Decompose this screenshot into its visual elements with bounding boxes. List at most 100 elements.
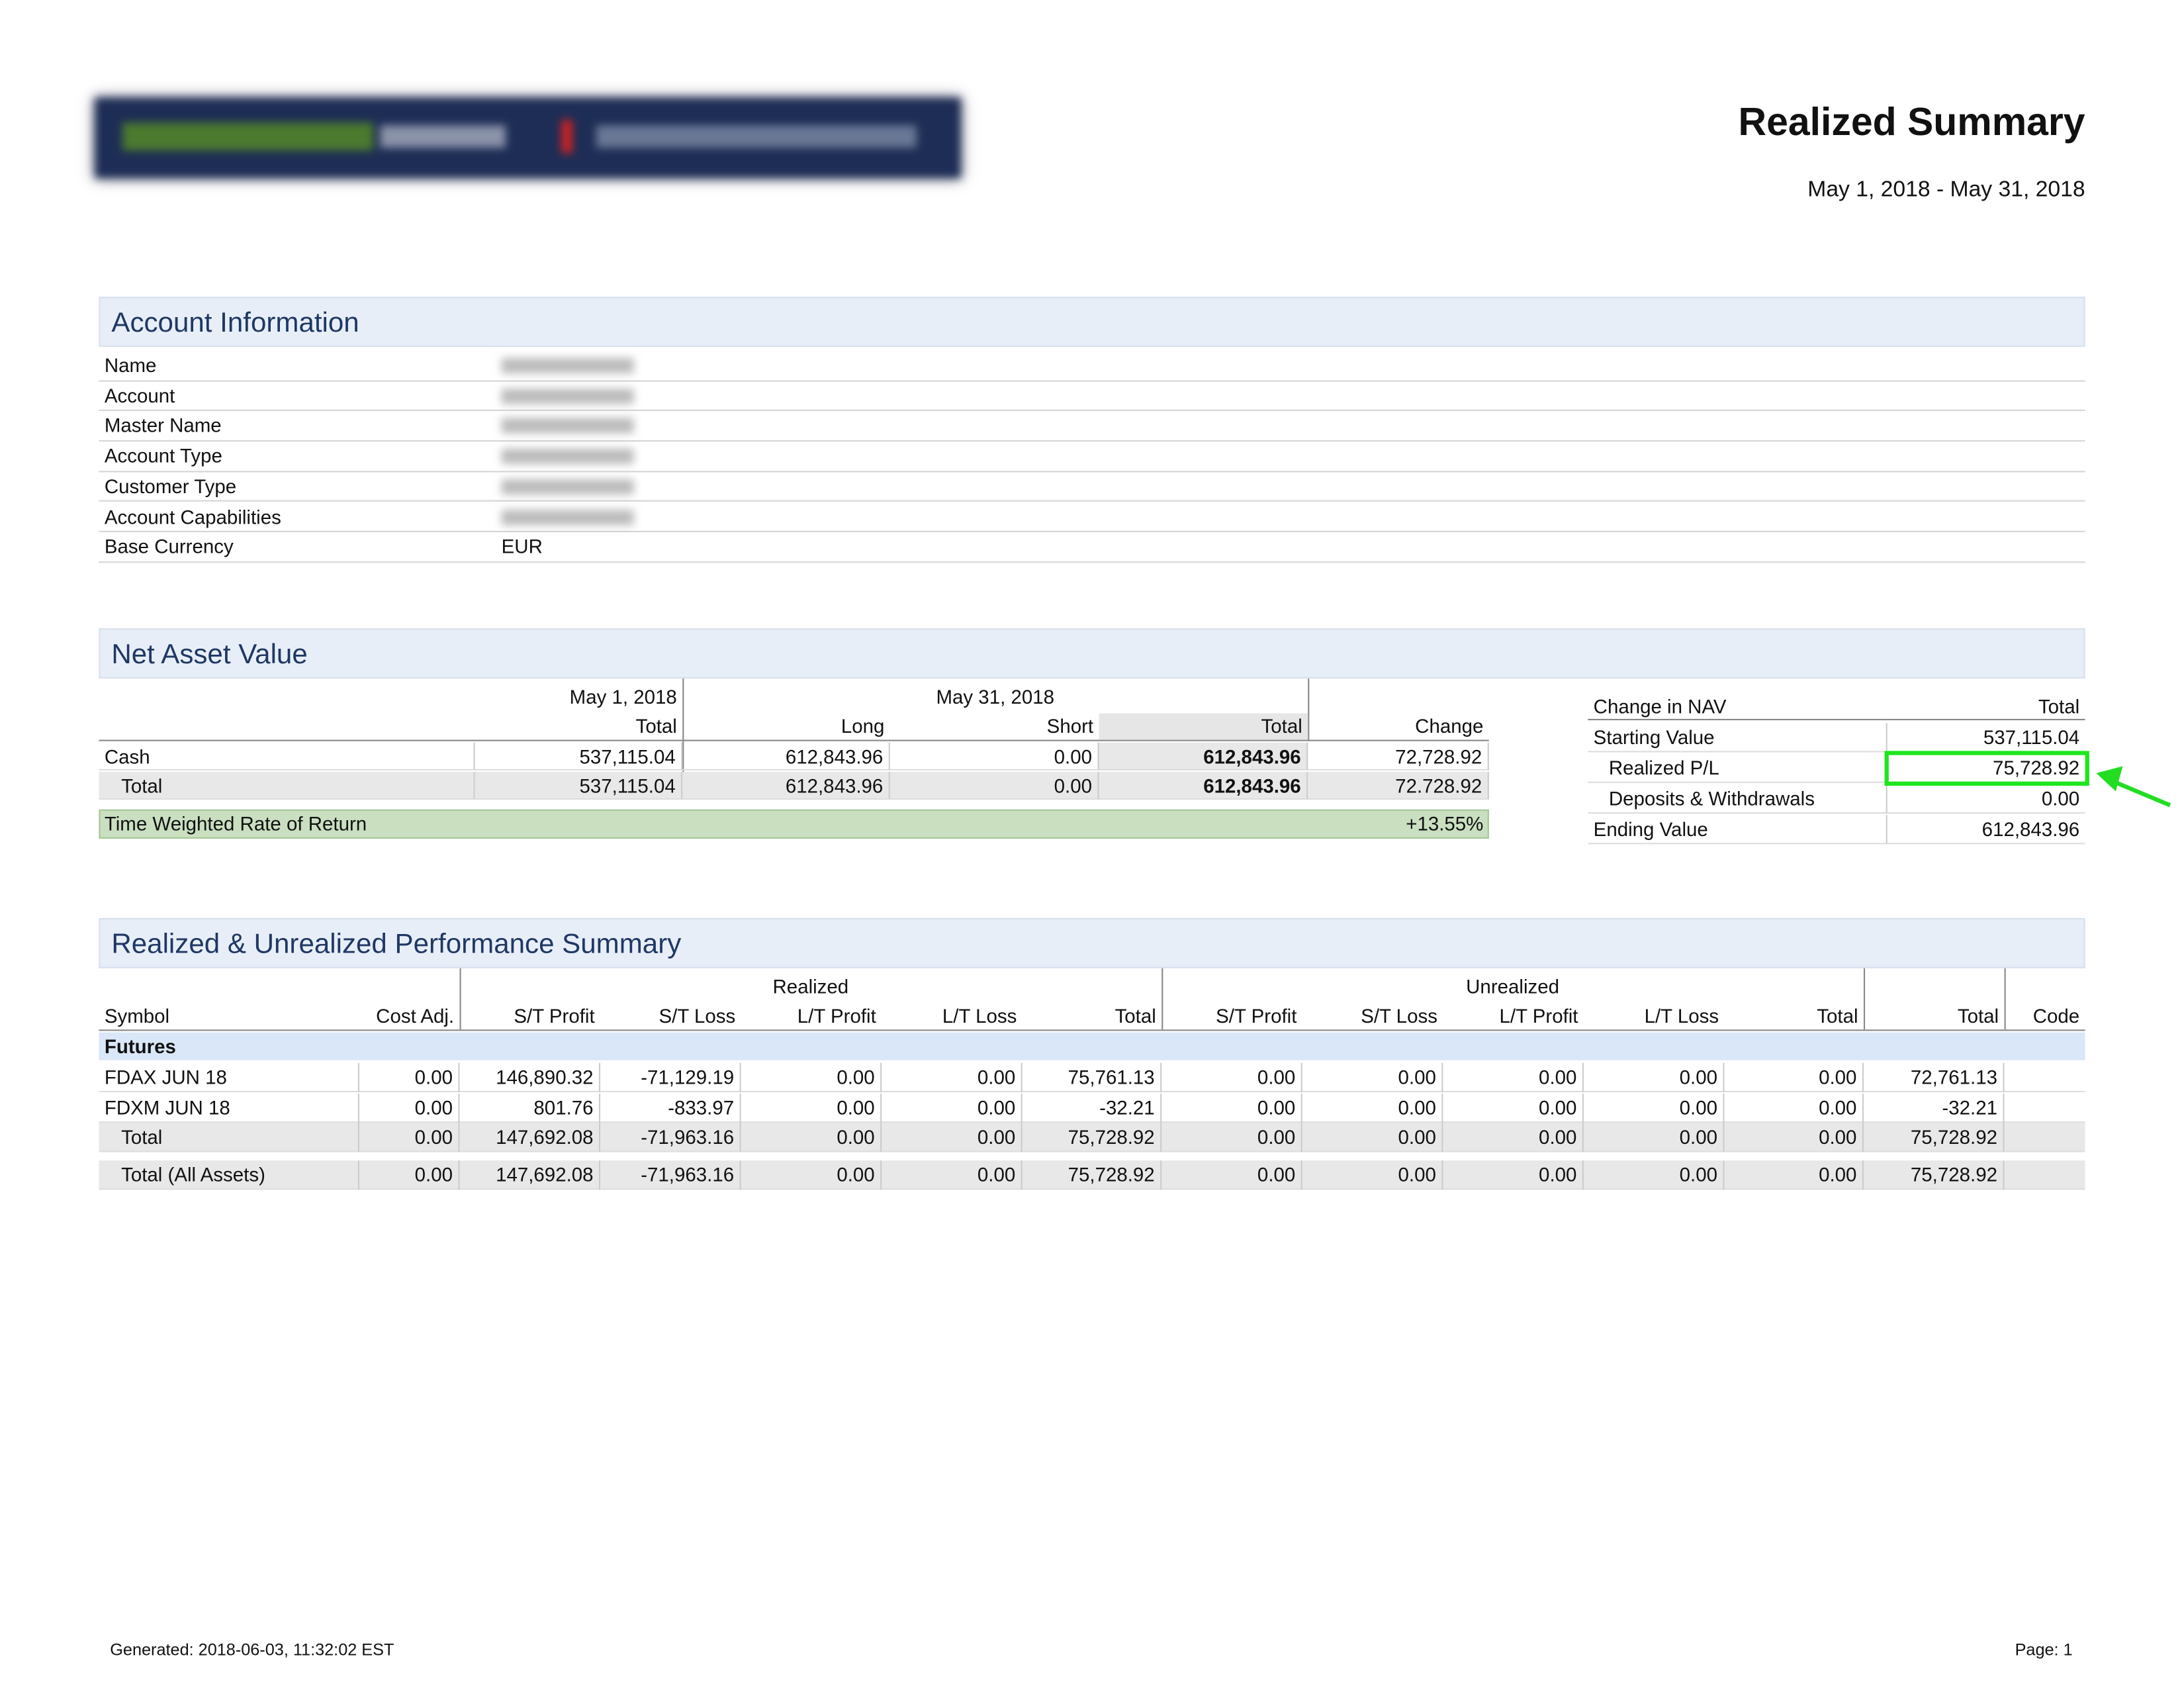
cell: 0.00 — [741, 1062, 882, 1093]
section-row: Futures — [99, 1032, 2085, 1060]
cell: 612,843.96 — [1886, 815, 2085, 845]
cell: 147,692.08 — [460, 1160, 601, 1190]
logo-blob — [122, 122, 374, 151]
cell: 0.00 — [359, 1160, 460, 1190]
twr-label: Time Weighted Rate of Return — [104, 812, 367, 835]
row-label: Deposits & Withdrawals — [1588, 784, 1886, 814]
cell: 0.00 — [889, 742, 1099, 771]
field-label: Base Currency — [99, 532, 496, 563]
cell: 0.00 — [741, 1123, 882, 1152]
cell: 0.00 — [1724, 1123, 1864, 1152]
column-header: L/T Loss — [1644, 1004, 1719, 1027]
redacted — [501, 509, 634, 525]
cell: 0.00 — [1886, 784, 2085, 814]
divider — [459, 968, 461, 1030]
column-header: Code — [2032, 1004, 2080, 1027]
row-label: FDAX JUN 18 — [99, 1062, 359, 1093]
cell: -32.21 — [1864, 1094, 2005, 1123]
column-header: Symbol — [104, 1004, 170, 1027]
cell: 0.00 — [1724, 1062, 1864, 1093]
cell: 0.00 — [1161, 1094, 1302, 1123]
logo-blob — [561, 119, 572, 154]
divider — [1863, 968, 1866, 1030]
column-header: Total — [635, 714, 677, 737]
field-label: Account Capabilities — [99, 502, 496, 533]
column-header: Long — [841, 714, 885, 737]
column-group: May 31, 2018 — [936, 685, 1055, 708]
arrow — [2096, 766, 2171, 808]
page-number: Page: 1 — [2015, 1640, 2073, 1660]
field-value-cell — [496, 412, 2085, 442]
column-header: Change — [1415, 714, 1484, 737]
cell: 75,761.13 — [1023, 1062, 1162, 1093]
cell: 75,728.92 — [1023, 1160, 1162, 1190]
field-label: Name — [99, 351, 496, 382]
row-label: Realized P/L — [1588, 754, 1886, 783]
report-period: May 1, 2018 - May 31, 2018 — [1807, 178, 2085, 203]
cell: 0.00 — [1161, 1123, 1302, 1152]
redacted — [501, 357, 634, 374]
redacted — [501, 479, 634, 494]
field-label: Account Type — [99, 442, 496, 472]
twr-value: +13.55% — [1406, 812, 1484, 835]
row-bg — [99, 1063, 2085, 1093]
cell: -71,963.16 — [600, 1123, 741, 1152]
column-header: L/T Profit — [797, 1004, 876, 1027]
cell: -71,963.16 — [600, 1160, 741, 1190]
column-group: May 1, 2018 — [569, 685, 677, 708]
row-bg — [99, 1160, 2085, 1190]
cell: 537,115.04 — [475, 771, 683, 800]
cell: 0.00 — [1443, 1094, 1584, 1123]
cell: 0.00 — [1443, 1160, 1584, 1190]
cell: 0.00 — [1161, 1062, 1302, 1093]
logo-blob — [596, 125, 917, 148]
cell: 0.00 — [1443, 1062, 1584, 1093]
column-group: Realized — [772, 975, 849, 998]
cell: 147,692.08 — [460, 1123, 601, 1152]
cell: 75,728.92 — [1864, 1123, 2005, 1152]
row-bg — [99, 1123, 2085, 1152]
row-label: Starting Value — [1588, 723, 1886, 753]
row-label: Cash — [99, 742, 475, 771]
column-header: L/T Loss — [942, 1004, 1017, 1027]
divider — [1308, 678, 1310, 740]
cell: 0.00 — [1302, 1094, 1443, 1123]
column-header: S/T Loss — [1361, 1004, 1437, 1027]
report-title: Realized Summary — [1738, 100, 2085, 144]
row-label: Total — [99, 771, 475, 800]
redacted — [501, 448, 634, 465]
column-header: Change in NAV — [1588, 694, 1886, 721]
cell: 0.00 — [1724, 1094, 1864, 1123]
cell: 0.00 — [1443, 1123, 1584, 1152]
cell: 0.00 — [359, 1062, 460, 1093]
code-cell — [2005, 1063, 2085, 1092]
cell: 72.728.92 — [1308, 771, 1489, 800]
redacted — [501, 418, 634, 434]
cell: 75,728.92 — [1023, 1123, 1162, 1152]
code-cell — [2005, 1160, 2085, 1190]
column-header: Total — [1099, 713, 1308, 740]
cell: 0.00 — [1584, 1123, 1725, 1152]
field-value-cell — [496, 381, 2085, 412]
cell: 612,843.96 — [682, 742, 890, 771]
row-label: Total — [99, 1123, 359, 1152]
cell: 0.00 — [889, 771, 1099, 800]
header-rule — [99, 739, 1489, 741]
column-header: Total — [1957, 1004, 1999, 1027]
field-label: Customer Type — [99, 472, 496, 502]
cell: 537,115.04 — [475, 742, 683, 771]
cell: 0.00 — [1302, 1160, 1443, 1190]
cell: 146,890.32 — [460, 1062, 601, 1093]
cell: 0.00 — [1302, 1123, 1443, 1152]
code-cell — [2005, 1094, 2085, 1123]
logo-blob — [380, 125, 506, 148]
column-header: L/T Profit — [1499, 1004, 1578, 1027]
highlight-box — [1884, 751, 2089, 786]
logo — [95, 97, 962, 179]
arrow-shaft — [2109, 778, 2171, 808]
redacted — [501, 388, 634, 404]
cell: 0.00 — [741, 1094, 882, 1123]
cell: 612,843.96 — [682, 771, 890, 800]
cell: 0.00 — [1161, 1160, 1302, 1190]
field-value: EUR — [496, 532, 2085, 563]
